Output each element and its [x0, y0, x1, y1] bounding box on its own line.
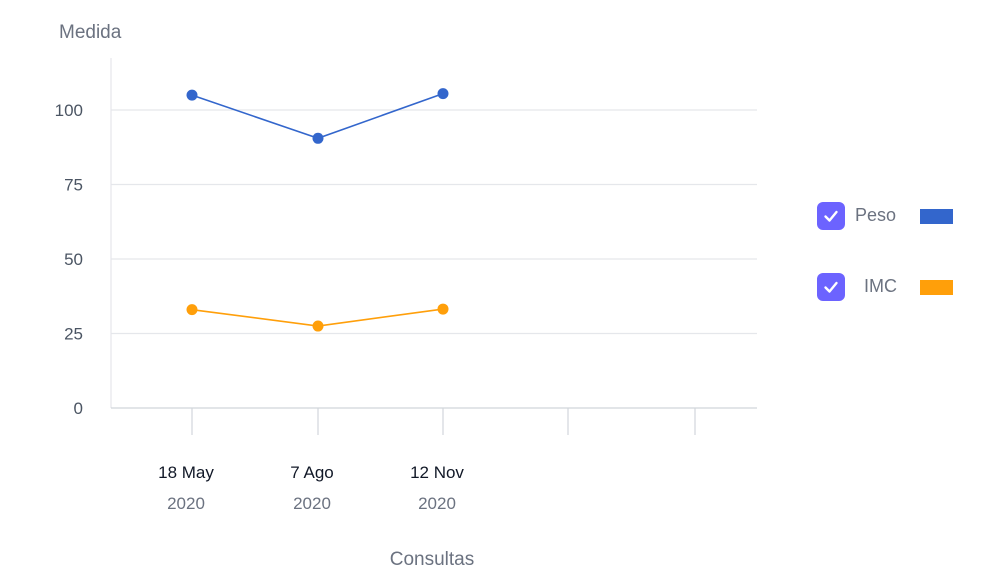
legend-label: Peso [855, 205, 897, 225]
data-point-peso [437, 88, 449, 100]
series-line-peso [191, 92, 444, 140]
legend-item-imc[interactable]: IMC [817, 271, 967, 301]
x-tick-sublabel: 2020 [293, 494, 331, 513]
legend-checkbox[interactable] [817, 202, 845, 230]
x-tick-label: 7 Ago [290, 463, 334, 482]
legend-label: IMC [864, 276, 897, 296]
data-point-imc [312, 320, 324, 332]
legend-checkbox[interactable] [817, 273, 845, 301]
x-tick-sublabel: 2020 [418, 494, 456, 513]
y-tick-label: 50 [64, 250, 83, 269]
legend-swatch [920, 280, 953, 295]
data-point-imc [186, 304, 198, 316]
y-tick-labels: 0 25 50 75 100 [55, 101, 83, 418]
y-tick-label: 75 [64, 176, 83, 195]
grid-lines [111, 109, 757, 335]
data-point-peso [186, 89, 198, 101]
y-tick-label: 0 [74, 399, 83, 418]
data-point-imc [437, 303, 449, 315]
axes [110, 58, 757, 435]
y-tick-label: 25 [64, 325, 83, 344]
x-tick-labels: 18 May 2020 7 Ago 2020 12 Nov 2020 [158, 463, 464, 513]
checkmark-icon [824, 281, 838, 293]
series-lines [186, 88, 449, 332]
x-axis-title: Consultas [390, 549, 475, 570]
x-tick-label: 18 May [158, 463, 214, 482]
y-axis-title: Medida [59, 22, 122, 43]
checkmark-icon [824, 210, 838, 222]
x-tick-sublabel: 2020 [167, 494, 205, 513]
legend-item-peso[interactable]: Peso [817, 200, 967, 230]
x-tick-label: 12 Nov [410, 463, 464, 482]
data-point-peso [312, 132, 324, 144]
y-tick-label: 100 [55, 101, 83, 120]
legend-swatch [920, 209, 953, 224]
